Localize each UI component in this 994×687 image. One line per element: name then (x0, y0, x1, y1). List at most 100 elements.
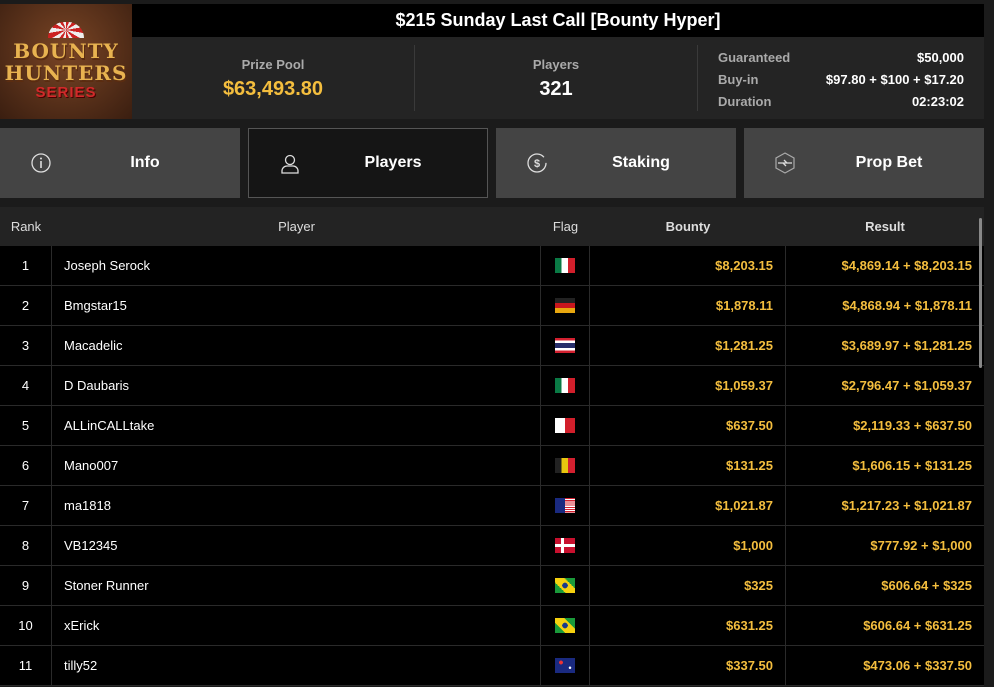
result: $4,869.14 + $8,203.15 (841, 258, 972, 273)
player-name: Mano007 (52, 446, 541, 485)
prize-pool: Prize Pool $63,493.80 (132, 45, 415, 111)
table-row[interactable]: 8 VB12345 $1,000 $777.92 + $1,000 (0, 526, 984, 566)
poker-chip-icon (48, 22, 84, 38)
table-header: Rank Player Flag Bounty Result (0, 207, 984, 246)
svg-text:$: $ (534, 158, 540, 170)
table-row[interactable]: 10 xErick $631.25 $606.64 + $631.25 (0, 606, 984, 646)
rank: 8 (0, 526, 52, 565)
rank: 5 (0, 406, 52, 445)
flag-cell (541, 246, 590, 285)
rank: 3 (0, 326, 52, 365)
rank: 1 (0, 246, 52, 285)
flag-thailand-icon (555, 338, 575, 353)
player-name: Stoner Runner (52, 566, 541, 605)
flag-brazil-icon (555, 578, 575, 593)
table-row[interactable]: 7 ma1818 $1,021.87 $1,217.23 + $1,021.87 (0, 486, 984, 526)
result: $2,796.47 + $1,059.37 (841, 378, 972, 393)
tournament-details: Guaranteed $50,000 Buy-in $97.80 + $100 + … (698, 37, 984, 119)
flag-malta-icon (555, 418, 575, 433)
header-player[interactable]: Player (278, 219, 315, 234)
player-name: D Daubaris (52, 366, 541, 405)
table-row[interactable]: 1 Joseph Serock $8,203.15 $4,869.14 + $8… (0, 246, 984, 286)
tab-label: Players (364, 154, 422, 171)
player-name: Macadelic (52, 326, 541, 365)
flag-malaysia-icon (555, 498, 575, 513)
result: $4,868.94 + $1,878.11 (842, 298, 972, 313)
flag-cell (541, 606, 590, 645)
rank: 4 (0, 366, 52, 405)
tab-info[interactable]: Info (0, 128, 240, 198)
table-row[interactable]: 5 ALLinCALLtake $637.50 $2,119.33 + $637… (0, 406, 984, 446)
dollar-coin-icon: $ (527, 153, 547, 173)
table-row[interactable]: 11 tilly52 $337.50 $473.06 + $337.50 (0, 646, 984, 686)
bounty: $1,281.25 (590, 326, 786, 365)
result: $777.92 + $1,000 (870, 538, 972, 553)
buyin-label: Buy-in (718, 72, 759, 87)
logo-text: SERIES (35, 84, 97, 101)
header-rank[interactable]: Rank (10, 219, 42, 234)
rank: 6 (0, 446, 52, 485)
rank: 7 (0, 486, 52, 525)
bounty: $131.25 (590, 446, 786, 485)
flag-denmark-icon (555, 538, 575, 553)
tab-label: Prop Bet (855, 154, 923, 171)
table-row[interactable]: 6 Mano007 $131.25 $1,606.15 + $131.25 (0, 446, 984, 486)
logo-text: HUNTERS (4, 61, 128, 85)
duration-value: 02:23:02 (911, 94, 964, 109)
bounty: $637.50 (590, 406, 786, 445)
result: $1,606.15 + $131.25 (852, 458, 972, 473)
flag-cell (541, 326, 590, 365)
player-name: Bmgstar15 (52, 286, 541, 325)
rank: 2 (0, 286, 52, 325)
flag-cell (541, 366, 590, 405)
tab-label: Info (130, 154, 160, 171)
result: $3,689.97 + $1,281.25 (841, 338, 972, 353)
guaranteed-label: Guaranteed (718, 50, 791, 65)
flag-brazil-icon (555, 618, 575, 633)
flag-mexico-icon (555, 258, 575, 273)
stats-bar: Prize Pool $63,493.80 Players 321 Guaran… (132, 37, 984, 119)
tab-staking[interactable]: $ Staking (496, 128, 736, 198)
players-count: Players 321 (415, 45, 698, 111)
tab-prop-bet[interactable]: Prop Bet (744, 128, 984, 198)
flag-cell (541, 286, 590, 325)
player-name: ALLinCALLtake (52, 406, 541, 445)
tournament-title: $215 Sunday Last Call [Bounty Hyper] (132, 4, 984, 37)
result: $606.64 + $631.25 (863, 618, 972, 633)
flag-cell (541, 566, 590, 605)
player-name: xErick (52, 606, 541, 645)
prize-pool-value: $63,493.80 (222, 78, 324, 100)
bounty-hunters-logo: BOUNTY HUNTERS SERIES (0, 4, 132, 119)
players-table: Rank Player Flag Bounty Result 1 Joseph … (0, 207, 984, 686)
bounty: $1,878.11 (590, 286, 786, 325)
duration-label: Duration (718, 94, 772, 109)
table-row[interactable]: 3 Macadelic $1,281.25 $3,689.97 + $1,281… (0, 326, 984, 366)
result: $606.64 + $325 (881, 578, 972, 593)
table-row[interactable]: 9 Stoner Runner $325 $606.64 + $325 (0, 566, 984, 606)
players-value: 321 (539, 78, 573, 100)
hexagon-bolt-icon (775, 152, 795, 174)
player-name: ma1818 (52, 486, 541, 525)
bounty: $8,203.15 (590, 246, 786, 285)
scrollbar[interactable] (979, 218, 982, 368)
result: $1,217.23 + $1,021.87 (841, 498, 972, 513)
header-bounty[interactable]: Bounty (665, 219, 711, 234)
flag-belgium-icon (555, 458, 575, 473)
guaranteed-value: $50,000 (917, 50, 964, 65)
header-result[interactable]: Result (865, 219, 905, 234)
player-name: Joseph Serock (52, 246, 541, 285)
bounty: $1,059.37 (590, 366, 786, 405)
bounty: $631.25 (590, 606, 786, 645)
result: $473.06 + $337.50 (863, 658, 972, 673)
header-flag[interactable]: Flag (552, 219, 579, 234)
table-row[interactable]: 2 Bmgstar15 $1,878.11 $4,868.94 + $1,878… (0, 286, 984, 326)
table-row[interactable]: 4 D Daubaris $1,059.37 $2,796.47 + $1,05… (0, 366, 984, 406)
flag-cell (541, 486, 590, 525)
flag-cell (541, 446, 590, 485)
flag-australia-icon (555, 658, 575, 673)
rank: 10 (0, 606, 52, 645)
tab-players[interactable]: Players (248, 128, 488, 198)
flag-cell (541, 646, 590, 685)
bounty: $337.50 (590, 646, 786, 685)
flag-germany-icon (555, 298, 575, 313)
